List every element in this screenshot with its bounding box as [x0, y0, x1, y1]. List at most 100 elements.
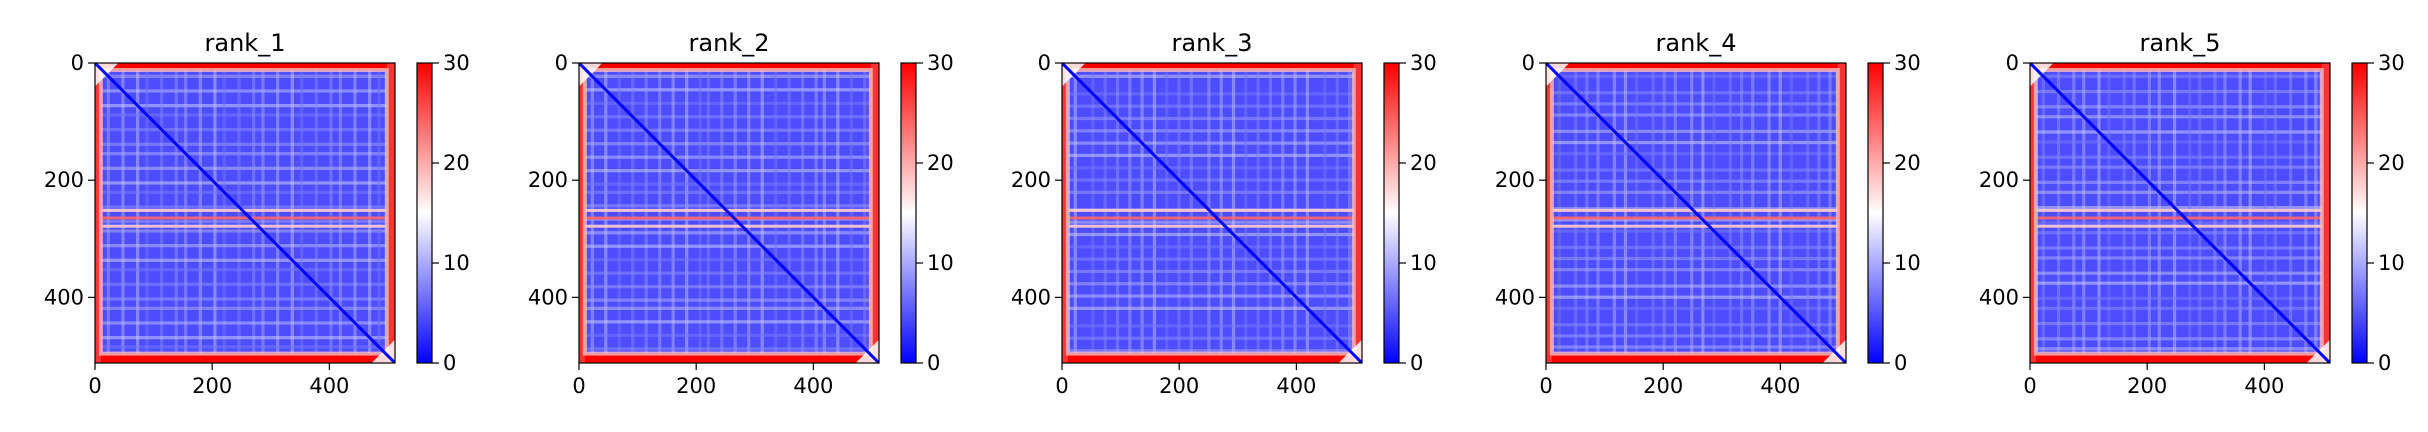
heatmap-border-left	[1062, 63, 1068, 363]
heatmap-row-band	[95, 268, 395, 272]
heatmap-row-band	[1062, 104, 1362, 108]
heatmap-bright-row	[2030, 216, 2330, 220]
heatmap-col-band	[1091, 63, 1095, 363]
heatmap-row-band	[1546, 91, 1846, 95]
heatmap-inner-edge	[1065, 68, 1356, 356]
heatmap-row-band	[1546, 268, 1846, 272]
heatmap-col-band	[106, 63, 110, 363]
heatmap-col-band	[1673, 63, 1677, 363]
heatmap-col-band	[671, 63, 675, 363]
panel-title: rank_1	[205, 29, 286, 57]
heatmap-row-band	[579, 101, 879, 105]
heatmap-col-band	[1256, 63, 1260, 363]
x-tick-label: 400	[309, 374, 349, 398]
heatmap-row-band	[579, 333, 879, 337]
heatmap-col-band	[787, 63, 791, 363]
colorbar-gradient	[416, 62, 433, 364]
axes-frame	[94, 62, 396, 364]
x-tick-label: 400	[1276, 374, 1316, 398]
heatmap-row-band	[1546, 229, 1846, 233]
heatmap-row-band	[2030, 89, 2330, 94]
y-tick-label: 0	[555, 51, 568, 75]
heatmap-area	[1062, 63, 1362, 363]
heatmap-inner-edge	[1549, 68, 1840, 356]
heatmap-col-band	[1323, 63, 1327, 363]
heatmap-border-bottom	[579, 353, 879, 363]
heatmap-diagonal	[579, 63, 879, 363]
x-tick-label: 200	[676, 374, 716, 398]
heatmap-row-band	[579, 88, 879, 92]
colorbar-tick-label: 20	[1894, 151, 1921, 175]
heatmap-col-band	[377, 63, 381, 363]
heatmap-row-band	[1546, 179, 1846, 183]
heatmap-row-band	[2030, 256, 2330, 260]
heatmap-border-right	[870, 63, 879, 363]
heatmap-border-right	[2321, 63, 2330, 363]
heatmap-row-band	[1546, 140, 1846, 145]
heatmap-row-band	[579, 169, 879, 173]
heatmap-row-band	[2030, 74, 2330, 78]
heatmap-col-band	[2082, 63, 2086, 363]
colorbar-tick-label: 20	[443, 151, 470, 175]
colorbar-tick-label: 10	[1410, 251, 1437, 275]
heatmap-col-band	[261, 63, 265, 363]
heatmap-row-band	[2030, 190, 2330, 194]
heatmap-row-band	[95, 258, 395, 262]
colorbar-tick-label: 10	[927, 251, 954, 275]
heatmap-border-top	[1062, 63, 1362, 71]
colorbar-gradient	[900, 62, 917, 364]
colorbar-tick-label: 0	[1894, 351, 1907, 375]
heatmap-col-band	[1739, 63, 1744, 363]
x-tick-label: 400	[793, 374, 833, 398]
heatmap-row-band	[2030, 205, 2330, 210]
heatmap-row-band	[2030, 115, 2330, 119]
heatmap-row-band	[1546, 245, 1846, 250]
heatmap-col-band	[1219, 63, 1223, 363]
heatmap-inner-edge	[582, 68, 873, 356]
y-tick-label: 0	[1038, 51, 1051, 75]
heatmap-col-band	[1268, 63, 1273, 363]
heatmap-row-band	[579, 285, 879, 289]
heatmap-col-band	[1189, 63, 1193, 363]
colorbar-tick-label: 20	[927, 151, 954, 175]
heatmap-border-right	[386, 63, 395, 363]
x-tick-label: 0	[1539, 374, 1552, 398]
heatmap-row-band	[1062, 245, 1362, 249]
panel-title: rank_5	[2140, 29, 2221, 57]
heatmap-col-band	[2132, 63, 2136, 363]
heatmap-col-band	[2273, 63, 2277, 363]
heatmap-row-band	[1062, 294, 1362, 298]
y-tick-label: 0	[71, 51, 84, 75]
colorbar-tick-label: 30	[927, 51, 954, 75]
panel-2: rank_2 0 200 400 0 200 400 0 10 20 30	[528, 29, 954, 398]
heatmap-row-band	[1546, 152, 1846, 156]
y-tick-label: 0	[1522, 51, 1535, 75]
heatmap-col-band	[300, 63, 304, 363]
heatmap-col-band	[2147, 63, 2151, 363]
heatmap-row-band	[579, 244, 879, 248]
colorbar-tick-label: 30	[1894, 51, 1921, 75]
heatmap-row-band	[579, 155, 879, 159]
heatmap-bright-row	[1062, 216, 1362, 220]
heatmap-col-band	[2097, 63, 2101, 363]
heatmap-col-band	[2238, 63, 2242, 363]
panel-title: rank_4	[1656, 29, 1737, 57]
heatmap-border-left	[1546, 63, 1552, 363]
heatmap-row-band	[95, 336, 395, 340]
y-tick-label: 400	[1495, 285, 1535, 309]
heatmap-row-band	[95, 152, 395, 156]
heatmap-border-bottom	[1546, 353, 1846, 363]
y-tick-label: 200	[44, 168, 84, 192]
heatmap-col-band	[1778, 63, 1782, 363]
heatmap-col-band	[1293, 63, 1297, 363]
heatmap-row-band	[2030, 130, 2330, 134]
heatmap-border-right	[1353, 63, 1362, 363]
heatmap-row-band	[1546, 168, 1846, 172]
heatmap-row-band	[2030, 337, 2330, 341]
heatmap-row-band	[2030, 271, 2330, 275]
heatmap-row-band	[579, 258, 879, 262]
heatmap-col-band	[1281, 63, 1285, 363]
heatmap-bright-row	[1062, 208, 1362, 212]
colorbar-tick-label: 30	[1410, 51, 1437, 75]
